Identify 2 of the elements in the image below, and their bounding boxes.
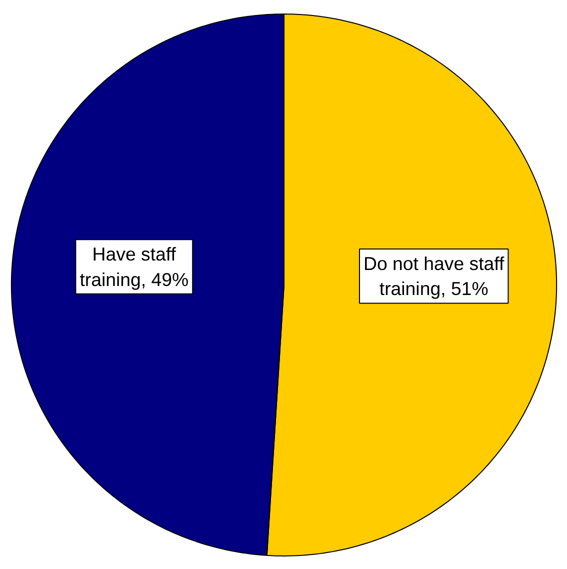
slice-label: Do not have staff training, 51%: [364, 253, 506, 300]
slice-label: Have staff training, 49%: [80, 244, 189, 290]
